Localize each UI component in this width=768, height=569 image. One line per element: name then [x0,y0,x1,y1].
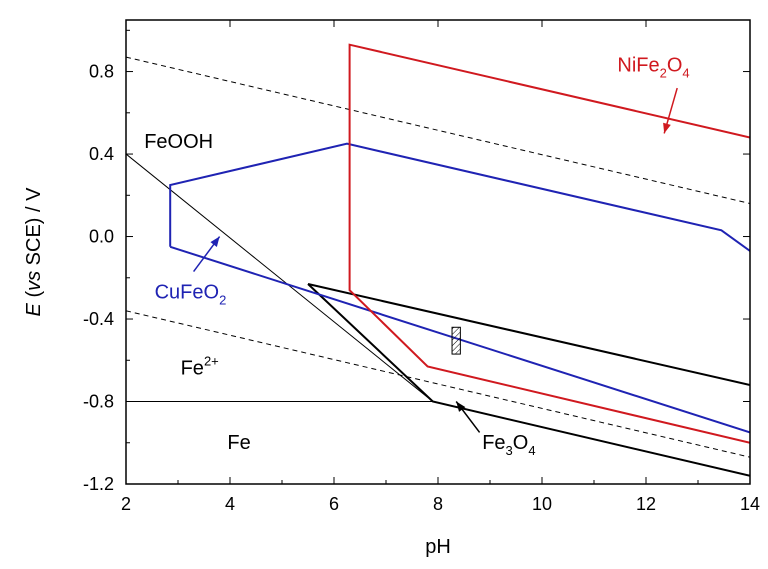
y-tick-label: 0.8 [89,62,114,82]
x-tick-label: 8 [433,494,443,514]
plot-frame [125,19,751,485]
series-layer [126,43,750,477]
label-feooh: FeOOH [144,131,213,153]
x-tick-label: 12 [636,494,656,514]
y-tick-label: 0.0 [89,227,114,247]
axis-ticks: 2 4 6 8 10 12 14 -1.2 -0.8 -0.4 0.0 0.4 0.8 [83,20,760,514]
cufeo2-arrow [192,236,221,273]
x-tick-label: 14 [740,494,760,514]
series-cufeo2-region [169,142,750,252]
label-fe3o4: Fe3O4 [482,432,535,458]
nife2o4-arrow [663,87,678,134]
y-tick-label: -1.2 [83,474,114,494]
series-water-lower [126,310,750,458]
x-tick-label: 10 [532,494,552,514]
y-tick-label: 0.4 [89,144,114,164]
label-fe2+: Fe2+ [181,354,219,380]
series-nife2o4-region [348,43,750,444]
x-tick-label: 6 [329,494,339,514]
series-feooh-fe2-boundary [126,153,434,402]
series-water-upper [126,56,750,204]
x-axis-title: pH [425,536,451,558]
series-fe3o4-upper [307,283,750,386]
y-tick-label: -0.4 [83,309,114,329]
y-axis-title: E (vs SCE) / V [23,187,45,317]
x-tick-label: 2 [121,494,131,514]
label-fe: Fe [227,432,250,454]
region-labels: FeOOH Fe Fe2+ CuFeO2 NiFe2O4 Fe3O4 [144,55,689,458]
y-tick-label: -0.8 [83,392,114,412]
label-cufeo2: CuFeO2 [155,281,227,307]
label-nife2o4: NiFe2O4 [617,55,689,81]
x-tick-label: 4 [225,494,235,514]
hatched-marker [451,326,461,355]
series-fe3o4-region [307,283,750,477]
fe3o4-arrow [455,401,481,433]
